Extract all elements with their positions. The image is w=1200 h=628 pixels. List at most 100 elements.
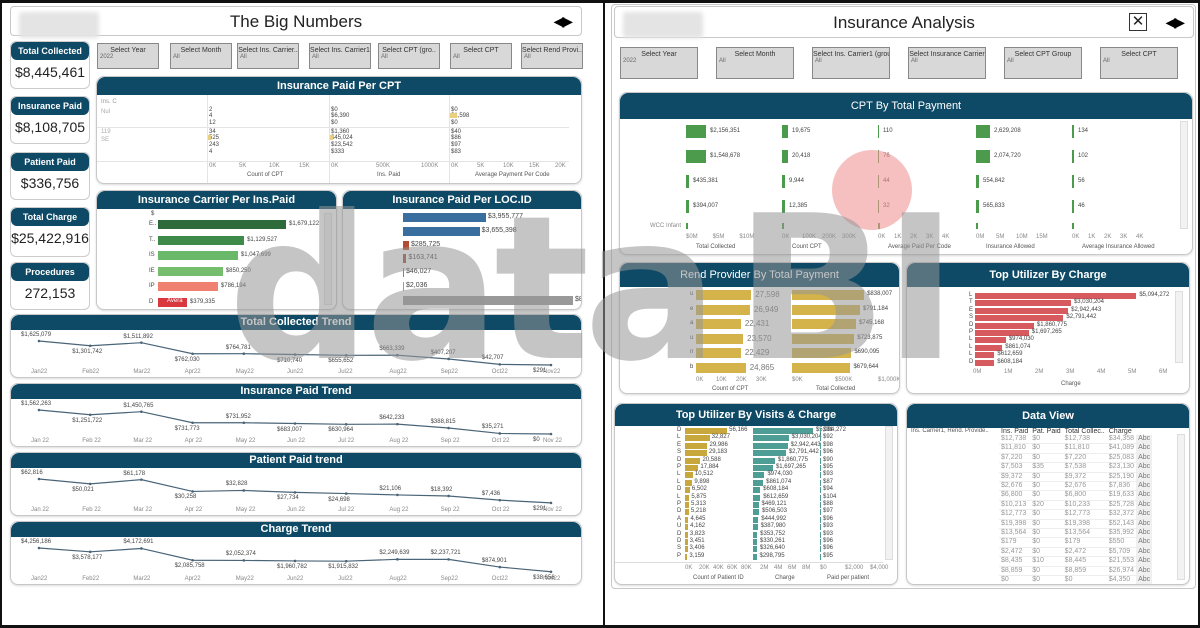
- loc-bar[interactable]: [403, 240, 409, 250]
- total-bar[interactable]: [792, 348, 852, 358]
- charge-bar[interactable]: [975, 315, 1064, 322]
- cpt-bar[interactable]: [1072, 125, 1074, 138]
- cpt-bar[interactable]: [1072, 200, 1074, 213]
- count-bar[interactable]: [696, 362, 746, 373]
- table-row[interactable]: $2,676 $0 $2,676 $7,836 Abc: [999, 481, 1153, 492]
- visit-bar[interactable]: [685, 450, 707, 457]
- count-bar[interactable]: [696, 319, 741, 329]
- table-row[interactable]: $7,503 $35 $7,538 $23,130 Abc: [999, 462, 1153, 473]
- total-bar[interactable]: [792, 319, 857, 329]
- visit-bar[interactable]: [685, 465, 699, 471]
- scrollbar[interactable]: [1177, 434, 1185, 580]
- charge-bar[interactable]: [753, 524, 758, 531]
- charge-bar[interactable]: [753, 472, 765, 479]
- charge-bar[interactable]: [753, 539, 757, 545]
- charge-bar[interactable]: [753, 502, 759, 508]
- cpt-bar[interactable]: [782, 200, 785, 213]
- charge-bar[interactable]: [753, 546, 757, 553]
- scrollbar[interactable]: [1180, 121, 1188, 229]
- charge-bar[interactable]: [753, 450, 786, 457]
- charge-bar[interactable]: [753, 487, 761, 494]
- cpt-bar[interactable]: [686, 175, 689, 188]
- carrier-bar[interactable]: [158, 282, 218, 291]
- column-header[interactable]: Total Collec..: [1064, 428, 1105, 435]
- filter-dropdown[interactable]: Select Ins. Carrier1 (grou.. All: [812, 47, 890, 79]
- visit-bar[interactable]: [685, 479, 693, 486]
- filter-dropdown[interactable]: Select Month All: [716, 47, 794, 79]
- table-row[interactable]: $0 $0 $0 $4,350 Abc: [999, 575, 1153, 584]
- visit-bar[interactable]: [685, 435, 710, 442]
- scrollbar[interactable]: [324, 213, 332, 305]
- charge-bar[interactable]: [753, 479, 764, 486]
- table-row[interactable]: $7,220 $0 $7,220 $25,083 Abc: [999, 453, 1153, 464]
- nav-arrows-icon[interactable]: ◀▶: [1165, 14, 1184, 30]
- loc-bar[interactable]: [403, 268, 404, 278]
- visit-bar[interactable]: [685, 524, 689, 531]
- charge-bar[interactable]: [753, 553, 757, 560]
- table-row[interactable]: $8,435 $10 $8,445 $21,553 Abc: [999, 556, 1153, 567]
- cpt-bar[interactable]: [976, 175, 979, 188]
- table-row[interactable]: $13,564 $0 $13,564 $35,992 Abc: [999, 528, 1153, 539]
- visit-bar[interactable]: [685, 428, 728, 434]
- carrier-bar[interactable]: [158, 266, 223, 276]
- charge-bar[interactable]: [753, 509, 759, 516]
- charge-bar[interactable]: [753, 465, 773, 471]
- count-bar[interactable]: [696, 333, 744, 344]
- total-bar[interactable]: [792, 362, 851, 373]
- cpt-bar[interactable]: [782, 125, 788, 138]
- column-header[interactable]: [1136, 428, 1152, 435]
- column-header[interactable]: Ins. Paid: [1001, 428, 1029, 435]
- visit-bar[interactable]: [685, 553, 688, 560]
- cpt-bar[interactable]: [878, 125, 879, 138]
- visit-bar[interactable]: [685, 472, 693, 479]
- table-row[interactable]: $12,773 $0 $12,773 $32,372 Abc: [999, 509, 1153, 520]
- carrier-bar[interactable]: [158, 251, 238, 260]
- charge-bar[interactable]: [975, 307, 1069, 314]
- table-row[interactable]: $10,213 $20 $10,233 $25,728 Abc: [999, 500, 1153, 511]
- charge-bar[interactable]: [753, 494, 761, 501]
- filter-dropdown[interactable]: Select CPT (gro.. All: [378, 43, 440, 69]
- charge-bar[interactable]: [975, 300, 1071, 307]
- table-row[interactable]: $19,398 $0 $19,398 $52,143 Abc: [999, 519, 1153, 530]
- charge-bar[interactable]: [753, 428, 813, 434]
- charge-bar[interactable]: [975, 352, 995, 359]
- filter-dropdown[interactable]: Select Insurance Carrier All: [908, 47, 986, 79]
- filter-dropdown[interactable]: Select Year 2022: [620, 47, 698, 79]
- charge-bar[interactable]: [975, 293, 1137, 299]
- nav-arrows-icon[interactable]: ◀▶: [553, 13, 572, 29]
- cpt-bar[interactable]: [976, 150, 990, 163]
- cpt-bar[interactable]: [1072, 150, 1074, 163]
- filter-dropdown[interactable]: Select Rend Provi.. All: [521, 43, 583, 69]
- table-row[interactable]: $2,472 $0 $2,472 $5,709 Abc: [999, 547, 1153, 558]
- visit-bar[interactable]: [685, 531, 688, 538]
- count-bar[interactable]: [696, 290, 752, 300]
- filter-dropdown[interactable]: Select CPT Group All: [1004, 47, 1082, 79]
- loc-bar[interactable]: [403, 213, 486, 222]
- charge-bar[interactable]: [975, 322, 1034, 329]
- table-row[interactable]: $11,810 $0 $11,810 $41,089 Abc: [999, 443, 1153, 454]
- loc-bar[interactable]: [403, 295, 573, 305]
- filter-dropdown[interactable]: Select CPT All: [1100, 47, 1178, 79]
- cpt-bar[interactable]: [686, 200, 689, 213]
- carrier-bar[interactable]: [158, 235, 245, 245]
- charge-bar[interactable]: [753, 442, 788, 449]
- scrollbar[interactable]: [885, 426, 893, 560]
- charge-bar[interactable]: [753, 457, 775, 464]
- cpt-bar[interactable]: [782, 150, 788, 163]
- cpt-bar[interactable]: [686, 125, 706, 138]
- visit-bar[interactable]: [685, 509, 689, 516]
- visit-bar[interactable]: [685, 539, 688, 545]
- total-bar[interactable]: [792, 333, 855, 344]
- visit-bar[interactable]: [685, 442, 708, 449]
- filter-dropdown[interactable]: Select Ins. Carrier1 All: [309, 43, 371, 69]
- table-row[interactable]: $6,800 $0 $6,800 $19,633 Abc: [999, 490, 1153, 501]
- total-bar[interactable]: [792, 304, 861, 315]
- charge-bar[interactable]: [753, 435, 789, 442]
- charge-bar[interactable]: [975, 359, 995, 366]
- count-bar[interactable]: [696, 304, 750, 315]
- cpt-bar[interactable]: [686, 150, 706, 163]
- loc-bar[interactable]: [403, 226, 480, 236]
- filter-dropdown[interactable]: Select Year 2022: [97, 43, 159, 69]
- table-row[interactable]: $9,372 $0 $9,372 $25,190 Abc: [999, 472, 1153, 483]
- total-bar[interactable]: [792, 290, 865, 300]
